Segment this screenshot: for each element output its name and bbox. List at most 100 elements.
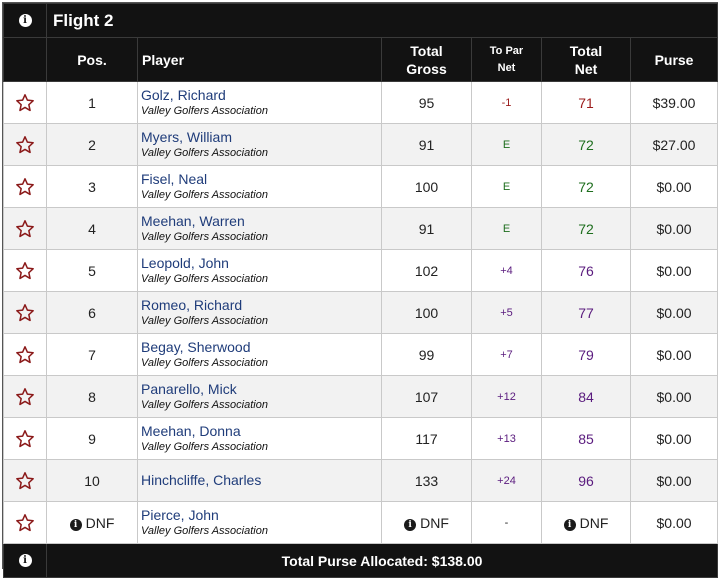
total-net-cell: 84 — [541, 375, 631, 418]
player-name-link[interactable]: Romeo, Richard — [141, 296, 243, 313]
to-par-net-cell: E — [471, 123, 542, 166]
total-gross-cell: 95 — [381, 81, 472, 124]
total-gross-cell: i DNF — [381, 501, 472, 544]
star-outline-icon[interactable] — [15, 219, 35, 239]
star-outline-icon[interactable] — [15, 345, 35, 365]
player-club: Valley Golfers Association — [141, 230, 268, 243]
favorite-cell[interactable] — [3, 333, 47, 376]
total-gross-cell: 102 — [381, 249, 472, 292]
total-gross-cell: 91 — [381, 123, 472, 166]
player-name-link[interactable]: Leopold, John — [141, 254, 229, 271]
purse-cell: $0.00 — [629, 291, 719, 334]
total-gross-cell: 99 — [381, 333, 472, 376]
total-purse-allocated: Total Purse Allocated: $138.00 — [45, 543, 719, 578]
star-outline-icon[interactable] — [15, 387, 35, 407]
player-name-link[interactable]: Fisel, Neal — [141, 170, 208, 187]
info-circle-icon[interactable]: i — [18, 553, 32, 567]
player-name-link[interactable]: Hinchcliffe, Charles — [141, 472, 262, 488]
favorite-cell[interactable] — [3, 123, 47, 166]
player-name-link[interactable]: Myers, William — [141, 128, 232, 145]
position-cell: i DNF — [46, 501, 138, 544]
star-outline-icon[interactable] — [15, 471, 35, 491]
star-outline-icon[interactable] — [15, 93, 35, 113]
star-outline-icon[interactable] — [15, 177, 35, 197]
position-cell: 6 — [46, 291, 138, 334]
favorite-cell[interactable] — [3, 291, 47, 334]
player-name-link[interactable]: Golz, Richard — [141, 86, 226, 103]
purse-cell: $0.00 — [629, 375, 719, 418]
star-outline-icon[interactable] — [15, 429, 35, 449]
purse-cell: $0.00 — [629, 459, 719, 502]
info-circle-icon[interactable]: i — [404, 518, 417, 531]
leaderboard-table: i Flight 2 Pos. Player Total Gross To Par… — [3, 3, 719, 578]
position-cell: 4 — [46, 207, 138, 250]
player-club: Valley Golfers Association — [141, 356, 268, 369]
purse-cell: $0.00 — [629, 249, 719, 292]
total-net-cell: 71 — [541, 81, 631, 124]
total-gross-cell: 117 — [381, 417, 472, 460]
purse-cell: $0.00 — [629, 417, 719, 460]
total-net-cell: 77 — [541, 291, 631, 334]
to-par-net-column-header[interactable]: To Par Net — [471, 37, 542, 82]
player-column-header[interactable]: Player — [137, 37, 382, 82]
favorite-cell[interactable] — [3, 417, 47, 460]
pos-column-header[interactable]: Pos. — [46, 37, 138, 82]
player-name-link[interactable]: Meehan, Donna — [141, 422, 241, 439]
purse-cell: $0.00 — [629, 207, 719, 250]
star-outline-icon[interactable] — [15, 261, 35, 281]
player-club: Valley Golfers Association — [141, 398, 268, 411]
table-row: 7 Begay, Sherwood Valley Golfers Associati… — [3, 333, 719, 376]
table-row: 3 Fisel, Neal Valley Golfers Association 10… — [3, 165, 719, 208]
player-name-link[interactable]: Begay, Sherwood — [141, 338, 251, 355]
table-row: 5 Leopold, John Valley Golfers Association… — [3, 249, 719, 292]
total-net-column-header[interactable]: Total Net — [541, 37, 631, 82]
total-gross-cell: 107 — [381, 375, 472, 418]
favorite-cell[interactable] — [3, 81, 47, 124]
info-circle-icon[interactable]: i — [18, 13, 32, 27]
favorite-cell[interactable] — [3, 207, 47, 250]
favorite-cell[interactable] — [3, 249, 47, 292]
purse-column-header[interactable]: Purse — [629, 37, 719, 82]
favorite-cell[interactable] — [3, 165, 47, 208]
column-header-row: Pos. Player Total Gross To Par Net Total Ne… — [3, 37, 719, 82]
purse-cell: $0.00 — [629, 333, 719, 376]
footer-info-cell[interactable]: i — [3, 543, 47, 578]
to-par-net-cell: +5 — [471, 291, 542, 334]
favorite-cell[interactable] — [3, 375, 47, 418]
flight-title: Flight 2 — [45, 3, 719, 38]
table-row: 8 Panarello, Mick Valley Golfers Associati… — [3, 375, 719, 418]
position-cell: 5 — [46, 249, 138, 292]
table-row: 9 Meehan, Donna Valley Golfers Association… — [3, 417, 719, 460]
player-name-link[interactable]: Panarello, Mick — [141, 380, 237, 397]
total-gross-cell: 133 — [381, 459, 472, 502]
player-cell: Meehan, Donna Valley Golfers Association — [137, 417, 382, 460]
purse-cell: $39.00 — [629, 81, 719, 124]
to-par-net-cell: -1 — [471, 81, 542, 124]
total-gross-column-header[interactable]: Total Gross — [381, 37, 472, 82]
total-net-cell: 72 — [541, 207, 631, 250]
info-circle-icon[interactable]: i — [69, 518, 82, 531]
to-par-net-cell: +4 — [471, 249, 542, 292]
title-bar: i Flight 2 — [3, 3, 719, 38]
info-circle-icon[interactable]: i — [563, 518, 576, 531]
total-gross-cell: 100 — [381, 291, 472, 334]
title-info-cell[interactable]: i — [3, 3, 47, 38]
player-name-link[interactable]: Pierce, John — [141, 506, 219, 523]
star-outline-icon[interactable] — [15, 135, 35, 155]
purse-cell: $27.00 — [629, 123, 719, 166]
player-club: Valley Golfers Association — [141, 104, 268, 117]
star-outline-icon[interactable] — [15, 513, 35, 533]
player-cell: Panarello, Mick Valley Golfers Associatio… — [137, 375, 382, 418]
favorite-cell[interactable] — [3, 459, 47, 502]
position-cell: 9 — [46, 417, 138, 460]
position-cell: 2 — [46, 123, 138, 166]
star-outline-icon[interactable] — [15, 303, 35, 323]
player-cell: Pierce, John Valley Golfers Association — [137, 501, 382, 544]
player-cell: Fisel, Neal Valley Golfers Association — [137, 165, 382, 208]
to-par-net-cell: E — [471, 207, 542, 250]
to-par-net-cell: E — [471, 165, 542, 208]
player-name-link[interactable]: Meehan, Warren — [141, 212, 245, 229]
table-row: 4 Meehan, Warren Valley Golfers Associatio… — [3, 207, 719, 250]
star-column-header — [3, 37, 47, 82]
favorite-cell[interactable] — [3, 501, 47, 544]
